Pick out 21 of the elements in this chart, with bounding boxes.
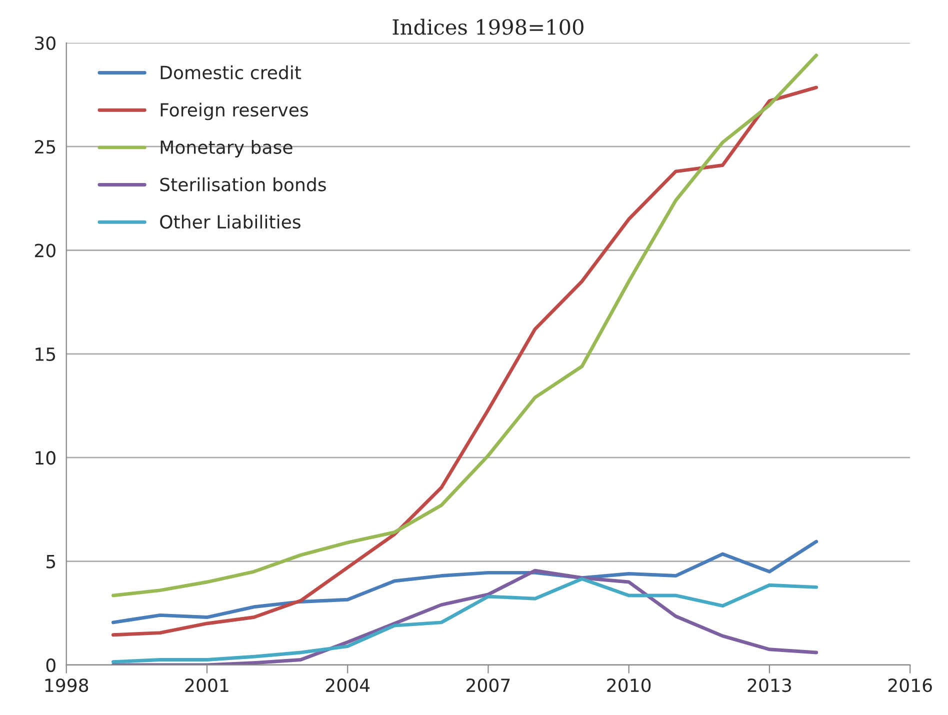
x-tick-label: 2013 [748,678,791,692]
x-tick-label: 2016 [888,678,932,692]
x-tick-label: 2007 [466,678,510,692]
chart-title: Indices 1998=100 [392,18,584,35]
legend-label: Foreign reserves [160,102,308,120]
y-tick-label: 15 [36,348,56,362]
y-tick-label: 20 [34,244,56,258]
line-series [112,540,818,624]
x-tick-label: 2001 [185,678,228,692]
legend-label: Sterilisation bonds [160,177,326,192]
x-tick-label: 2004 [326,678,370,692]
y-tick-label: 0 [46,658,56,672]
y-tick-label: 5 [46,554,56,568]
x-tick-label: 1998 [45,678,88,692]
y-tick-label: 10 [36,451,56,465]
legend-label: Other Liabilities [160,214,300,229]
y-tick-label: 25 [34,140,56,154]
legend-label: Monetary base [160,140,292,158]
y-tick-label: 30 [35,36,56,50]
x-tick-label: 2010 [607,678,651,692]
legend-label: Domestic credit [160,65,302,80]
